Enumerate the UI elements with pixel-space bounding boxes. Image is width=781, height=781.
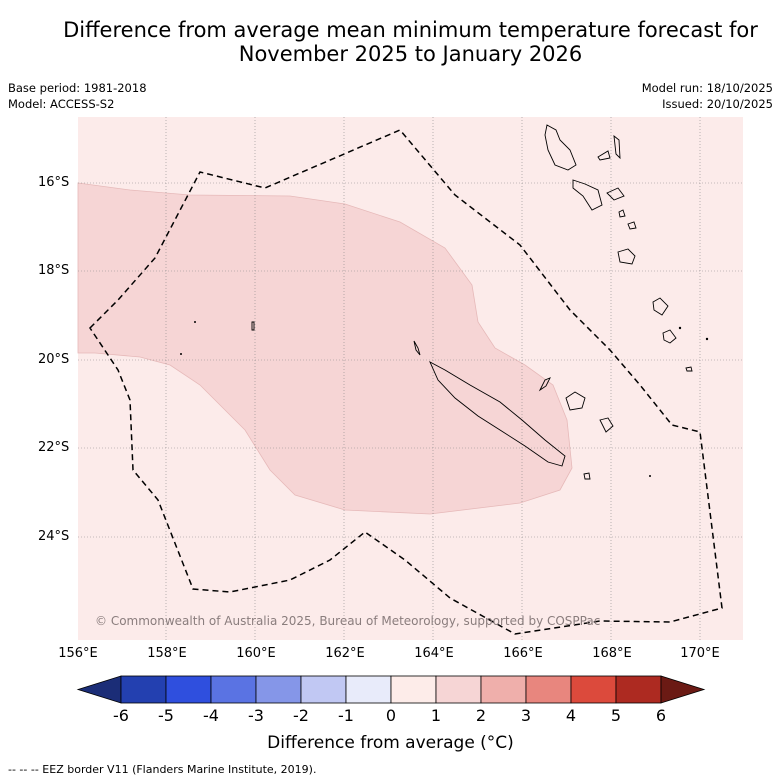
- colorbar-tick: -4: [203, 706, 219, 725]
- colorbar-segment: [345, 675, 392, 704]
- small-islet-a: [194, 321, 196, 323]
- copyright-notice: © Commonwealth of Australia 2025, Bureau…: [95, 614, 601, 628]
- model-name: Model: ACCESS-S2: [8, 97, 115, 111]
- isle-of-pines: [583, 472, 591, 480]
- aneityum-island: [685, 366, 693, 372]
- x-tick-label: 156°E: [58, 646, 98, 661]
- gridlines: [78, 117, 743, 640]
- meta-left: Base period: 1981-2018 Model: ACCESS-S2: [8, 80, 147, 112]
- base-period: Base period: 1981-2018: [8, 81, 147, 95]
- ambrym-island: [606, 187, 625, 201]
- x-tick-label: 158°E: [147, 646, 187, 661]
- title-line-2: November 2025 to January 2026: [238, 42, 583, 66]
- colorbar-segment: [435, 675, 482, 704]
- colorbar-tick: -5: [158, 706, 174, 725]
- map-title: Difference from average mean minimum tem…: [0, 18, 781, 66]
- y-tick-label: 18°S: [38, 263, 70, 278]
- colorbar-segment: [300, 675, 347, 704]
- colorbar-tick: 5: [610, 706, 622, 725]
- colorbar-tick: 6: [655, 706, 667, 725]
- efate-island: [617, 248, 636, 265]
- y-tick-label: 16°S: [38, 175, 70, 190]
- colorbar-segment: [255, 675, 302, 704]
- colorbar-tick: 4: [565, 706, 577, 725]
- colorbar-tick: -6: [113, 706, 129, 725]
- malekula-island: [572, 179, 603, 211]
- shepherd-islands: [627, 221, 637, 230]
- title-line-1: Difference from average mean minimum tem…: [63, 18, 758, 42]
- x-tick-label: 166°E: [503, 646, 543, 661]
- maewo-island: [613, 134, 621, 160]
- x-tick-label: 162°E: [325, 646, 365, 661]
- colorbar-tick: 2: [475, 706, 487, 725]
- x-tick-label: 160°E: [236, 646, 276, 661]
- chesterfield-islet: [251, 321, 255, 331]
- espiritu-santo-island: [544, 124, 577, 171]
- colorbar-segment: [525, 675, 572, 704]
- colorbar-segment: [120, 675, 167, 704]
- colorbar-tick: 3: [520, 706, 532, 725]
- eez-legend-footer: -- -- -- EEZ border V11 (Flanders Marine…: [8, 763, 317, 776]
- colorbar-tick: 1: [430, 706, 442, 725]
- tanna-island: [662, 329, 677, 344]
- belep-islands: [413, 340, 421, 356]
- colorbar: [76, 675, 706, 704]
- colorbar-segment: [210, 675, 257, 704]
- colorbar-title: Difference from average (°C): [267, 733, 514, 753]
- colorbar-segment: [570, 675, 617, 704]
- erromango-island: [652, 297, 669, 316]
- colorbar-tick: -3: [248, 706, 264, 725]
- lifou-island: [565, 391, 586, 411]
- colorbar-segment: [615, 675, 662, 704]
- colorbar-tick: 0: [385, 706, 397, 725]
- x-tick-label: 164°E: [414, 646, 454, 661]
- model-run: Model run: 18/10/2025: [641, 81, 773, 95]
- y-tick-label: 22°S: [38, 440, 70, 455]
- anomaly-region: [77, 182, 573, 515]
- ouvea-island: [538, 377, 551, 392]
- small-islet-b: [180, 353, 182, 355]
- colorbar-segment: [165, 675, 212, 704]
- futuna-islet: [678, 326, 682, 330]
- epi-island: [618, 209, 626, 218]
- y-tick-label: 24°S: [38, 529, 70, 544]
- walpole-islet: [649, 475, 651, 477]
- mare-island: [599, 417, 614, 433]
- colorbar-segment: [390, 675, 437, 704]
- aniwa-islet: [705, 337, 709, 341]
- colorbar-extend-low: [76, 675, 122, 704]
- x-tick-label: 170°E: [680, 646, 720, 661]
- x-tick-label: 168°E: [592, 646, 632, 661]
- issued-date: Issued: 20/10/2025: [662, 97, 773, 111]
- y-tick-label: 20°S: [38, 352, 70, 367]
- meta-right: Model run: 18/10/2025 Issued: 20/10/2025: [642, 80, 773, 112]
- malo-island: [597, 150, 611, 161]
- colorbar-segment: [480, 675, 527, 704]
- colorbar-tick: -2: [293, 706, 309, 725]
- colorbar-extend-high: [660, 675, 706, 704]
- new-caledonia-island: [429, 360, 566, 467]
- colorbar-tick: -1: [338, 706, 354, 725]
